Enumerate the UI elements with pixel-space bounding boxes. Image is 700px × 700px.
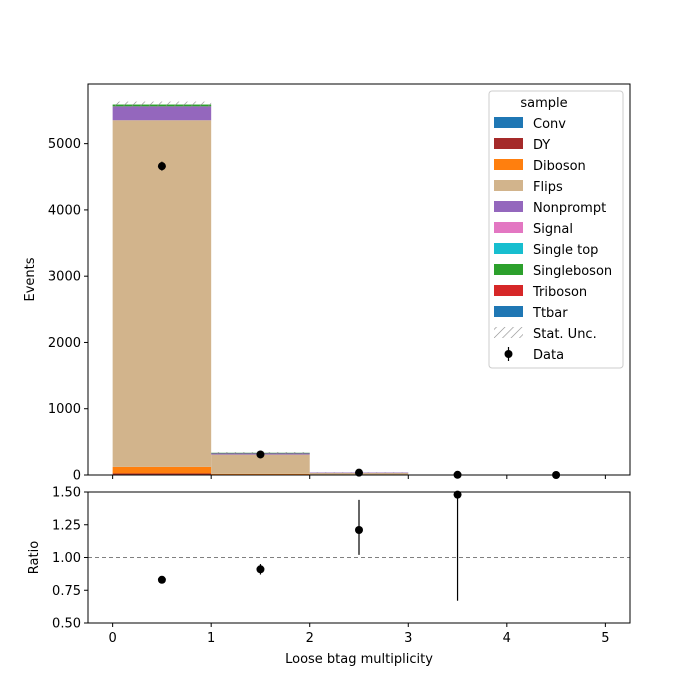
legend-swatch-dy [494, 138, 523, 149]
ratio-ytick-label-1: 0.75 [52, 584, 81, 599]
bar-diboson-bin-1 [211, 473, 310, 475]
legend-label-diboson: Diboson [533, 159, 586, 174]
legend-swatch-singleboson [494, 264, 523, 275]
bar-diboson-bin-0 [112, 466, 212, 474]
legend-label-stat-unc: Stat. Unc. [533, 327, 597, 342]
legend-swatch-signal [494, 222, 523, 233]
ratio-point-1 [256, 565, 265, 574]
xtick-label-4: 4 [503, 631, 511, 646]
xtick-label-0: 0 [108, 631, 116, 646]
legend-swatch-single-top [494, 243, 523, 254]
bar-flips-bin-0 [112, 120, 212, 467]
bar-nonprompt-bin-0 [112, 106, 212, 121]
ratio-ytick-label-2: 1.00 [52, 551, 81, 566]
ratio-point-0 [157, 575, 166, 584]
legend-swatch-diboson [494, 159, 523, 170]
main-axes-frame [87, 83, 631, 476]
legend-swatch-ttbar [494, 306, 523, 317]
main-ytick-label-4: 4000 [48, 203, 81, 218]
legend-swatch-conv [494, 117, 523, 128]
ratio-point-2 [355, 525, 363, 534]
main-ytick-label-5: 5000 [48, 137, 81, 152]
legend-label-nonprompt: Nonprompt [533, 201, 606, 216]
ratio-ytick-label-0: 0.50 [52, 617, 81, 632]
xtick-label-2: 2 [306, 631, 314, 646]
ratio-ylabel: Ratio [27, 541, 42, 574]
main-ytick-label-1: 1000 [48, 402, 81, 417]
legend-label-triboson: Triboson [532, 285, 587, 300]
xtick-label-5: 5 [601, 631, 609, 646]
legend-label-data: Data [533, 348, 564, 363]
data-point-0 [157, 162, 166, 171]
legend-label-ttbar: Ttbar [532, 306, 568, 321]
ratio-point-3 [453, 490, 462, 499]
main-ytick-label-3: 3000 [48, 270, 81, 285]
legend-label-single-top: Single top [533, 243, 598, 258]
main-ylabel: Events [23, 257, 38, 301]
legend-title: sample [520, 96, 567, 111]
legend-label-dy: DY [533, 138, 550, 153]
xtick-label-3: 3 [404, 631, 412, 646]
main-panel: 0 1000 2000 3000 4000 5000 Events [23, 83, 631, 484]
legend: sample Conv DY Diboson Flips Nonprompt Signal S… [488, 90, 624, 369]
legend-label-conv: Conv [533, 117, 566, 132]
legend-swatch-flips [494, 180, 523, 191]
ratio-ytick-label-4: 1.50 [52, 486, 81, 501]
bar-flips-bin-1 [211, 454, 310, 474]
legend-label-signal: Signal [533, 222, 573, 237]
ratio-panel: 0.50 0.75 1.00 1.25 1.50 0 1 2 3 4 5 Ratio Loose bta… [27, 486, 631, 667]
xlabel: Loose btag multiplicity [285, 652, 433, 667]
legend-label-flips: Flips [533, 180, 563, 195]
legend-swatch-nonprompt [494, 201, 523, 212]
legend-swatch-triboson [494, 285, 523, 296]
bar-dy-bin-0 [112, 473, 212, 475]
legend-label-singleboson: Singleboson [533, 264, 612, 279]
legend-swatch-data [504, 350, 513, 358]
data-point-1 [256, 450, 265, 459]
main-ytick-label-2: 2000 [48, 336, 81, 351]
main-ytick-label-0: 0 [73, 469, 81, 484]
ratio-ytick-label-3: 1.25 [52, 518, 81, 533]
xtick-label-1: 1 [207, 631, 215, 646]
legend-swatch-stat-unc [494, 327, 523, 338]
stat-unc-band-bin-0 [112, 101, 212, 108]
